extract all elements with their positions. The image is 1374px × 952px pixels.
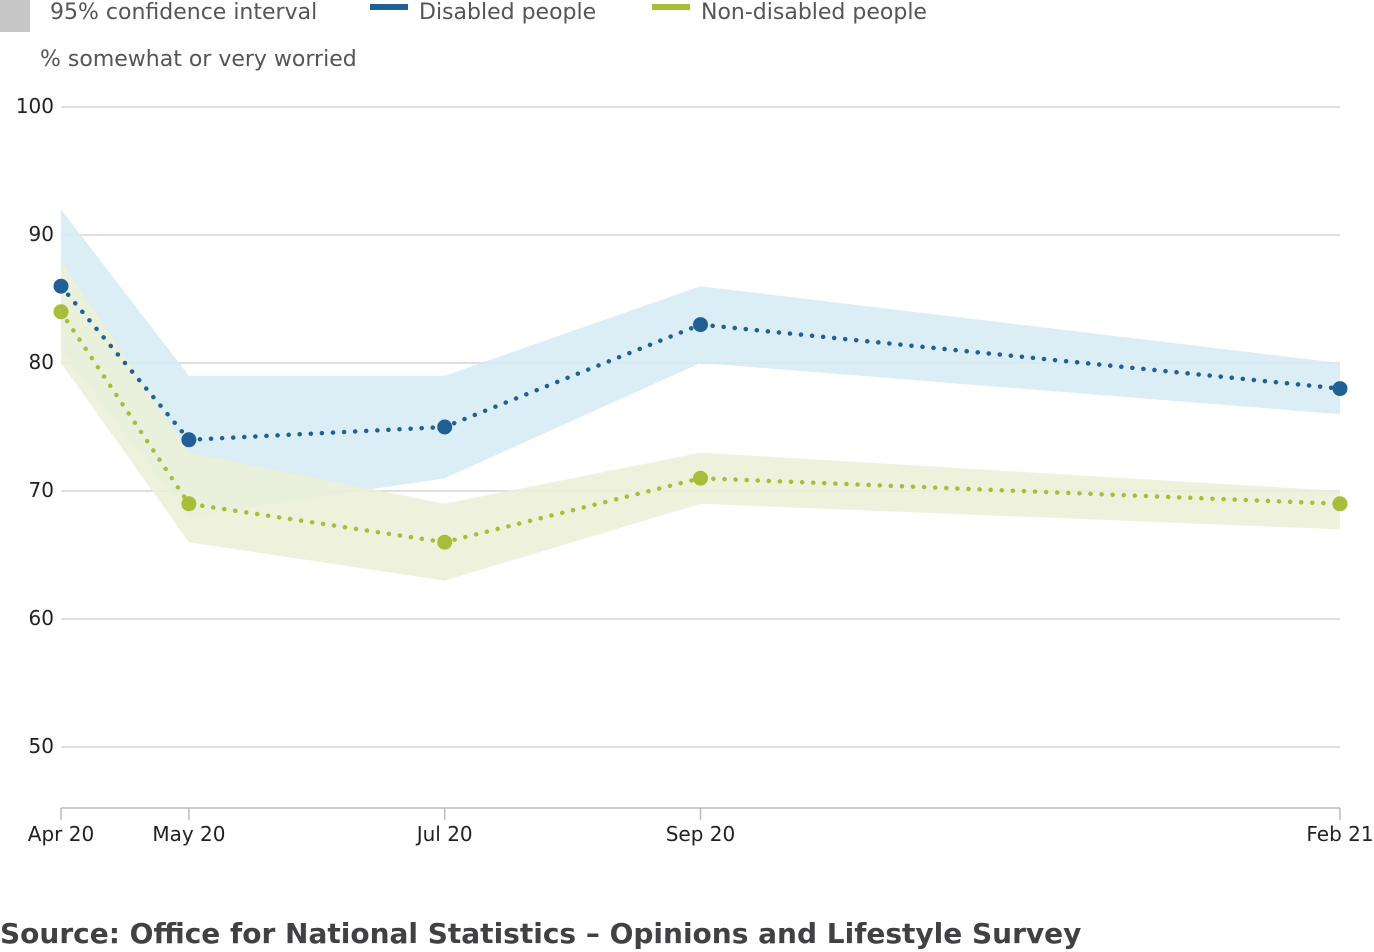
point-non-disabled-3 (693, 470, 708, 486)
x-tick-label-2: Jul 20 (415, 822, 473, 846)
x-tick-label-1: May 20 (152, 822, 225, 846)
legend-ci-swatch (0, 0, 30, 32)
legend-disabled-label: Disabled people (419, 0, 596, 25)
point-non-disabled-0 (53, 304, 69, 320)
confidence-bands (61, 209, 1340, 581)
source-note: Source: Office for National Statistics –… (0, 917, 1081, 950)
point-disabled-4 (1332, 381, 1348, 397)
y-tick-label-70: 70 (29, 478, 54, 502)
legend-ci-label: 95% confidence interval (50, 0, 317, 25)
x-tick-label-3: Sep 20 (666, 822, 736, 846)
y-tick-label-80: 80 (29, 350, 54, 374)
ci-band-non-disabled (61, 260, 1340, 581)
legend-non-disabled-line (652, 4, 690, 10)
y-axis-label: % somewhat or very worried (40, 47, 357, 72)
y-tick-label-50: 50 (29, 734, 54, 758)
point-non-disabled-1 (181, 496, 197, 512)
point-disabled-1 (181, 432, 197, 448)
legend: 95% confidence interval Disabled people … (0, 0, 927, 32)
y-tick-label-100: 100 (16, 94, 54, 118)
point-disabled-2 (437, 419, 453, 435)
point-disabled-0 (53, 278, 69, 294)
x-tick-label-0: Apr 20 (28, 822, 94, 846)
legend-non-disabled-label: Non-disabled people (701, 0, 927, 25)
point-non-disabled-2 (437, 534, 453, 550)
ci-band-disabled (61, 209, 1340, 517)
y-tick-label-90: 90 (29, 222, 54, 246)
point-non-disabled-4 (1332, 496, 1348, 512)
series-points (53, 278, 1348, 550)
x-axis: Apr 20 May 20 Jul 20 Sep 20 Feb 21 (28, 807, 1374, 846)
point-disabled-3 (693, 317, 708, 333)
x-tick-label-4: Feb 21 (1306, 822, 1373, 846)
y-tick-label-60: 60 (29, 606, 54, 630)
legend-disabled-line (370, 4, 408, 10)
